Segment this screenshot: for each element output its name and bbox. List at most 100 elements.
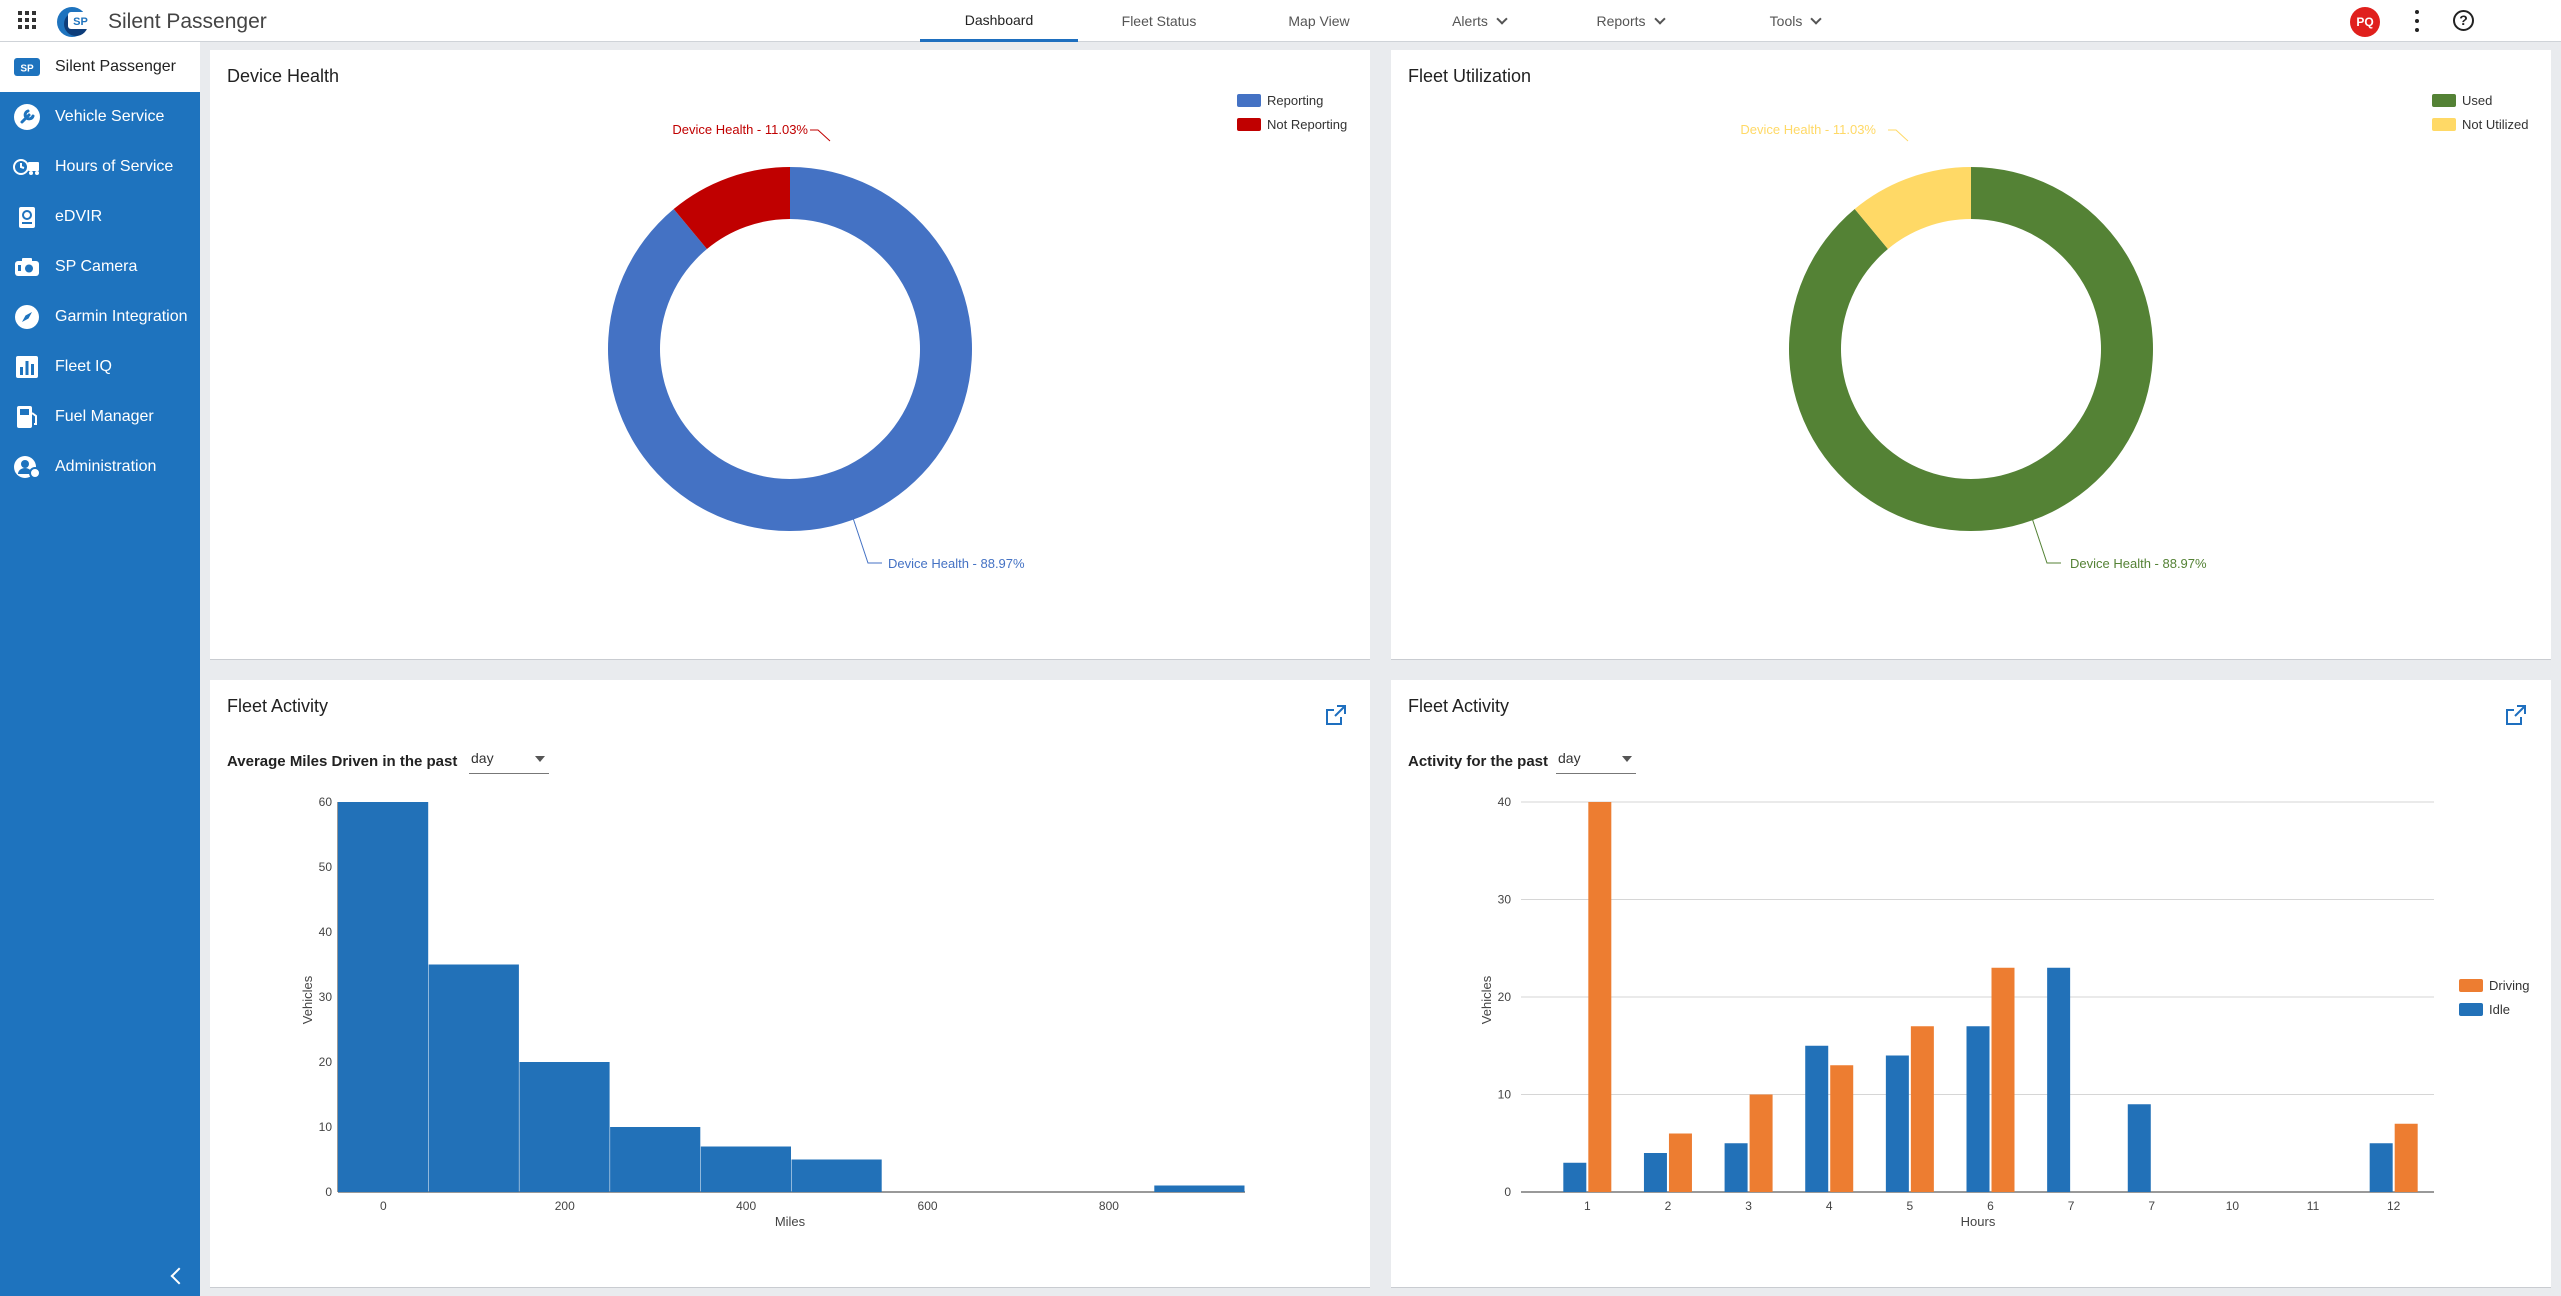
- open-external-icon[interactable]: [2505, 704, 2527, 726]
- sidebar-item-hours-of-service[interactable]: Hours of Service: [0, 142, 200, 192]
- caret-down-icon: [1622, 756, 1632, 762]
- tab-dashboard[interactable]: Dashboard: [920, 0, 1078, 42]
- sp-logo-icon: SP: [14, 58, 40, 76]
- bar-idle[interactable]: [1643, 1153, 1667, 1192]
- donut-slice-1[interactable]: [673, 167, 790, 249]
- histogram-bar[interactable]: [338, 802, 429, 1192]
- fleet-utilization-card: Fleet Utilization Used Not Utilized Devi…: [1391, 50, 2551, 660]
- bar-idle[interactable]: [1885, 1055, 1909, 1193]
- tab-tools[interactable]: Tools: [1730, 0, 1860, 42]
- user-gear-icon: [14, 456, 41, 479]
- bar-driving[interactable]: [1668, 1133, 1692, 1193]
- legend-item-reporting[interactable]: Reporting: [1237, 93, 1323, 108]
- x-tick-label: 7: [2068, 1199, 2075, 1213]
- bar-driving[interactable]: [1749, 1094, 1773, 1193]
- y-tick-label: 20: [319, 1055, 333, 1069]
- sidebar-item-silent-passenger[interactable]: SP Silent Passenger: [0, 42, 200, 92]
- histogram-bar[interactable]: [1154, 1185, 1245, 1193]
- y-tick-label: 10: [1498, 1088, 1512, 1102]
- legend-item-not-utilized[interactable]: Not Utilized: [2432, 117, 2528, 132]
- sidebar-item-garmin-integration[interactable]: Garmin Integration: [0, 292, 200, 342]
- x-tick-label: 6: [1987, 1199, 1994, 1213]
- x-axis-label: Miles: [775, 1214, 806, 1229]
- bar-idle[interactable]: [2127, 1104, 2151, 1192]
- y-tick-label: 10: [319, 1120, 333, 1134]
- bar-driving[interactable]: [1588, 802, 1612, 1192]
- donut-slice-0[interactable]: [608, 167, 972, 531]
- sidebar-item-label: Vehicle Service: [55, 108, 165, 125]
- sidebar-item-label: Hours of Service: [55, 158, 174, 175]
- sidebar-item-label: Fuel Manager: [55, 408, 154, 425]
- bar-driving[interactable]: [1830, 1065, 1854, 1192]
- user-avatar[interactable]: PQ: [2350, 7, 2380, 37]
- tab-reports[interactable]: Reports: [1560, 0, 1700, 42]
- camera-icon: [15, 258, 39, 276]
- sidebar-item-edvir[interactable]: eDVIR: [0, 192, 200, 242]
- bar-idle[interactable]: [2047, 967, 2071, 1192]
- x-tick-label: 600: [918, 1199, 938, 1213]
- bar-idle[interactable]: [1966, 1026, 1990, 1192]
- tab-alerts[interactable]: Alerts: [1400, 0, 1558, 42]
- sidebar-item-vehicle-service[interactable]: Vehicle Service: [0, 92, 200, 142]
- tab-map-view[interactable]: Map View: [1288, 13, 1350, 29]
- bar-driving[interactable]: [2394, 1123, 2418, 1192]
- donut-slice-1[interactable]: [1854, 167, 1971, 249]
- clipboard-icon: [19, 207, 35, 228]
- y-tick-label: 50: [319, 860, 333, 874]
- card-title: Fleet Activity: [227, 696, 329, 716]
- open-external-icon[interactable]: [1325, 704, 1347, 726]
- legend-item-not-reporting[interactable]: Not Reporting: [1237, 117, 1347, 132]
- more-vert-icon[interactable]: [2410, 10, 2424, 32]
- card-title: Device Health: [227, 66, 340, 86]
- sidebar-item-administration[interactable]: Administration: [0, 442, 200, 492]
- sidebar-item-fuel-manager[interactable]: Fuel Manager: [0, 392, 200, 442]
- histogram-bar[interactable]: [428, 964, 519, 1193]
- top-bar: SP Silent Passenger Dashboard Fleet Stat…: [0, 0, 2561, 42]
- sidebar-item-label: Fleet IQ: [55, 358, 112, 375]
- bar-idle[interactable]: [1563, 1162, 1587, 1192]
- legend-label: Used: [2462, 93, 2493, 108]
- fleet-activity-hours-card: Fleet Activity Activity for the past day…: [1391, 680, 2551, 1288]
- compass-icon: [15, 305, 39, 329]
- bar-idle[interactable]: [1724, 1143, 1748, 1192]
- sidebar-item-label: eDVIR: [55, 208, 103, 225]
- legend-item-idle[interactable]: Idle: [2459, 1002, 2510, 1017]
- sidebar-item-label: Garmin Integration: [55, 308, 188, 325]
- x-tick-label: 7: [2148, 1199, 2155, 1213]
- period-select[interactable]: day: [1556, 748, 1636, 774]
- histogram-bar[interactable]: [519, 1062, 610, 1192]
- legend-item-used[interactable]: Used: [2432, 93, 2492, 108]
- chart-subtitle: Activity for the past: [1408, 753, 1549, 770]
- card-title: Fleet Utilization: [1408, 66, 1532, 86]
- sidebar-item-label: Silent Passenger: [55, 58, 176, 75]
- sidebar-item-sp-camera[interactable]: SP Camera: [0, 242, 200, 292]
- x-tick-label: 400: [736, 1199, 756, 1213]
- device-health-donut-chart: Device Health - 11.03% Device Health - 8…: [608, 122, 1025, 571]
- bar-idle[interactable]: [2369, 1143, 2393, 1192]
- donut-slice-0[interactable]: [1789, 167, 2153, 531]
- caret-down-icon: [535, 756, 545, 762]
- donut-label-minor: Device Health - 11.03%: [672, 122, 808, 137]
- tab-fleet-status[interactable]: Fleet Status: [1121, 13, 1197, 29]
- apps-grid-icon[interactable]: [18, 11, 38, 31]
- y-tick-label: 40: [319, 925, 333, 939]
- bar-driving[interactable]: [1991, 967, 2015, 1192]
- histogram-bar[interactable]: [700, 1146, 791, 1193]
- y-tick-label: 20: [1498, 990, 1512, 1004]
- x-tick-label: 3: [1745, 1199, 1752, 1213]
- histogram-bar[interactable]: [791, 1159, 882, 1193]
- sidebar-item-fleet-iq[interactable]: Fleet IQ: [0, 342, 200, 392]
- chevron-down-icon: [1810, 12, 1823, 25]
- period-select-value: day: [471, 750, 494, 766]
- histogram-bar[interactable]: [610, 1127, 701, 1192]
- help-icon[interactable]: ?: [2453, 10, 2474, 31]
- app-logo[interactable]: SP: [55, 4, 103, 38]
- collapse-sidebar-icon[interactable]: [170, 1267, 188, 1285]
- legend-item-driving[interactable]: Driving: [2459, 978, 2529, 993]
- bar-chart-icon: [16, 356, 38, 378]
- bar-driving[interactable]: [1910, 1026, 1934, 1192]
- bar-idle[interactable]: [1805, 1045, 1829, 1192]
- legend-swatch: [2459, 1003, 2483, 1016]
- period-select[interactable]: day: [469, 748, 549, 774]
